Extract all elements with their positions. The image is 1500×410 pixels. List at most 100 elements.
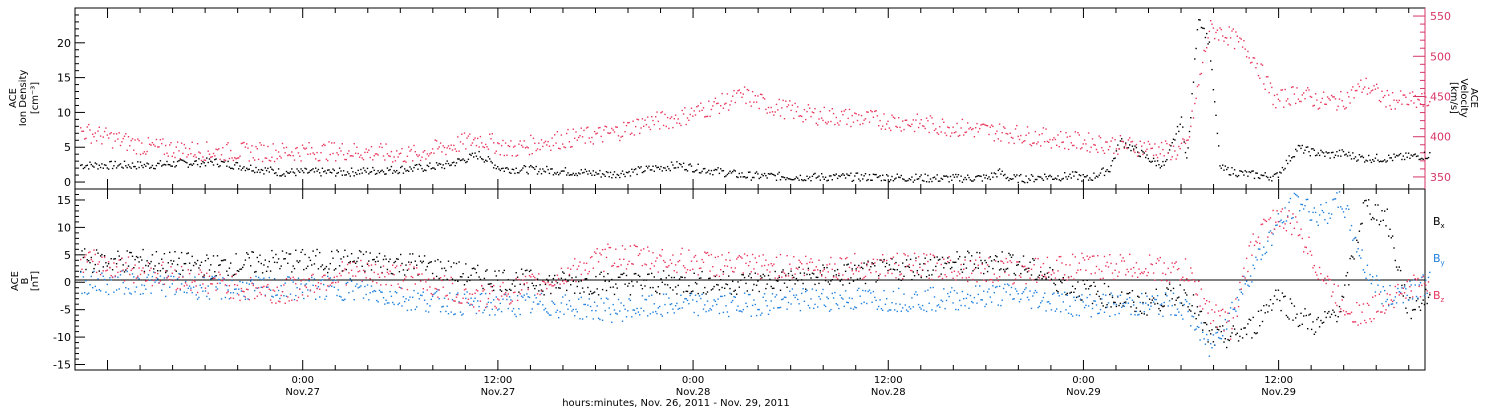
density-point <box>350 167 353 169</box>
density-point <box>579 173 581 175</box>
velocity-point <box>365 148 367 150</box>
by-point <box>236 292 239 295</box>
bx-point <box>835 274 837 276</box>
bx-point <box>507 279 509 281</box>
velocity-point <box>1129 137 1131 139</box>
bz-point <box>905 265 908 268</box>
velocity-point <box>111 147 114 149</box>
bx-point <box>794 283 796 285</box>
by-point <box>994 286 997 289</box>
density-point <box>242 167 244 169</box>
by-point <box>882 309 884 311</box>
density-point <box>1252 170 1254 172</box>
bx-point <box>131 255 134 257</box>
bz-point <box>750 271 752 273</box>
bx-point <box>975 267 977 269</box>
by-point <box>443 297 446 299</box>
velocity-point <box>1301 94 1303 96</box>
bx-point <box>778 276 780 279</box>
bx-point <box>854 264 856 266</box>
density-point <box>643 171 645 173</box>
bx-point <box>1301 323 1303 325</box>
density-point <box>489 158 491 160</box>
velocity-point <box>1086 150 1088 152</box>
velocity-point <box>1121 140 1123 142</box>
by-point <box>840 297 843 299</box>
bx-point <box>125 269 127 271</box>
density-point <box>1151 160 1153 163</box>
bz-point <box>593 251 596 253</box>
density-point <box>1385 161 1387 163</box>
bx-point <box>817 276 819 279</box>
density-point <box>1081 180 1083 182</box>
bx-point <box>819 270 821 272</box>
velocity-point <box>1341 100 1343 102</box>
density-point <box>455 162 458 164</box>
velocity-point <box>1190 125 1192 128</box>
bx-point <box>1107 285 1110 288</box>
by-point <box>1012 298 1014 300</box>
by-point <box>1021 292 1023 295</box>
velocity-point <box>856 119 859 122</box>
bx-point <box>1032 258 1034 260</box>
bz-point <box>697 274 699 276</box>
density-point <box>1199 19 1201 21</box>
bx-point <box>1321 322 1323 324</box>
by-point <box>190 287 192 289</box>
bz-point <box>88 251 90 254</box>
by-point <box>1313 207 1315 209</box>
velocity-point <box>418 154 420 156</box>
by-point <box>408 299 410 301</box>
density-point <box>1417 155 1419 157</box>
bz-point <box>459 302 462 304</box>
by-point <box>700 297 702 300</box>
bz-point <box>700 267 702 269</box>
bx-point <box>354 262 357 264</box>
velocity-point <box>263 144 265 147</box>
bz-point <box>919 266 921 269</box>
density-point <box>1208 41 1211 43</box>
by-point <box>669 303 671 306</box>
density-point <box>1111 160 1114 162</box>
bx-point <box>1048 276 1050 278</box>
velocity-point <box>787 104 790 106</box>
velocity-point <box>601 141 604 143</box>
density-point <box>1283 169 1285 171</box>
by-point <box>341 299 343 301</box>
by-point <box>855 307 857 309</box>
by-point <box>1091 307 1094 310</box>
bx-point <box>659 293 661 295</box>
density-point <box>743 176 746 178</box>
velocity-point <box>793 117 795 120</box>
density-point <box>871 179 873 181</box>
bz-point <box>534 276 536 279</box>
bx-point <box>789 279 791 281</box>
bz-point <box>295 283 297 285</box>
velocity-point <box>153 143 155 146</box>
by-point <box>145 288 147 290</box>
bx-point <box>1349 257 1351 260</box>
density-point <box>576 174 578 177</box>
bx-point <box>178 257 180 259</box>
bx-point <box>458 261 460 263</box>
density-point <box>1033 180 1035 183</box>
bz-point <box>332 281 334 284</box>
time-tick-label: 12:00 <box>1264 375 1293 386</box>
velocity-point <box>1139 140 1141 142</box>
velocity-point <box>1413 102 1415 104</box>
bx-point <box>275 253 277 256</box>
density-point <box>704 167 706 170</box>
density-point <box>1089 177 1091 179</box>
density-point <box>674 167 677 169</box>
bz-point <box>123 280 126 282</box>
bz-point <box>624 248 626 250</box>
velocity-point <box>690 107 693 109</box>
density-point <box>469 153 471 155</box>
by-point <box>251 279 253 281</box>
by-point <box>551 300 553 302</box>
velocity-point <box>666 116 669 119</box>
by-point <box>200 287 203 289</box>
velocity-point <box>1307 87 1309 89</box>
velocity-point <box>99 135 102 137</box>
velocity-point <box>450 144 452 146</box>
